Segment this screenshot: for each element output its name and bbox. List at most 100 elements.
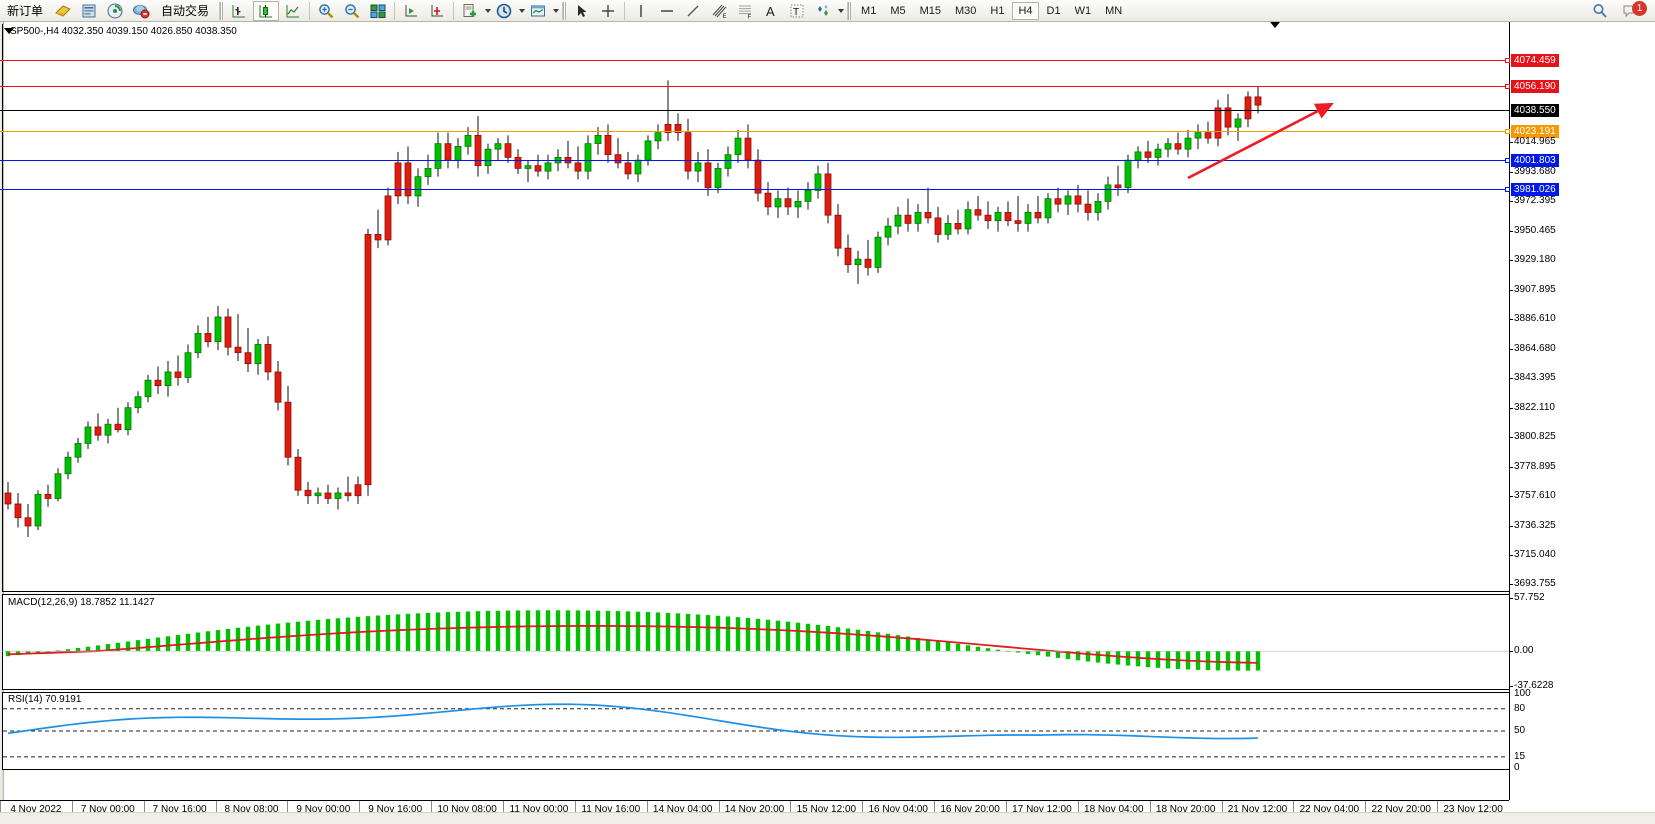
zoom-in-icon[interactable] (314, 1, 338, 21)
indicators-icon[interactable] (458, 1, 482, 21)
candle (1174, 132, 1182, 155)
level-handle[interactable] (1505, 58, 1510, 64)
trendline-icon[interactable] (681, 1, 705, 21)
price-tick (1510, 466, 1513, 468)
macd-tick-label: 57.752 (1514, 592, 1545, 604)
search-icon[interactable] (1588, 1, 1612, 21)
level-line-support-line-lower[interactable] (0, 186, 1510, 192)
horizontal-line-icon[interactable] (655, 1, 679, 21)
time-axis-label: 16 Nov 04:00 (868, 804, 928, 815)
new-order-button[interactable]: 新订单 (1, 1, 49, 21)
time-axis-divider (1149, 801, 1151, 812)
objects-icon[interactable] (811, 1, 835, 21)
level-line-resistance-line-upper[interactable] (0, 58, 1510, 64)
text-icon[interactable]: A (759, 1, 783, 21)
timeframe-mn[interactable]: MN (1105, 4, 1123, 17)
level-handle[interactable] (1505, 129, 1510, 134)
time-axis-divider (503, 801, 504, 812)
price-tick-label: 4014.965 (1514, 136, 1556, 148)
price-tick-label: 3736.325 (1514, 519, 1556, 531)
level-handle[interactable] (1505, 83, 1510, 89)
price-tick (1510, 525, 1513, 527)
time-axis-divider (287, 801, 289, 812)
candle (934, 206, 942, 243)
timeframe-m30[interactable]: M30 (955, 4, 977, 17)
candle (574, 146, 582, 180)
fibonacci-icon[interactable]: F (733, 1, 757, 21)
candle (684, 118, 692, 180)
crosshair-icon[interactable] (596, 1, 620, 21)
candle (974, 195, 982, 221)
timeframe-w1[interactable]: W1 (1074, 4, 1092, 17)
candle (804, 182, 812, 210)
candle (924, 187, 932, 224)
zoom-out-icon[interactable] (340, 1, 364, 21)
shift-end-icon[interactable] (399, 1, 423, 21)
toolbar-divider (309, 1, 311, 20)
notification-icon[interactable]: 1 (1622, 0, 1648, 21)
price-tick-label: 3950.465 (1514, 225, 1556, 237)
data-window-icon[interactable] (77, 1, 101, 21)
candlestick-icon[interactable] (253, 0, 280, 21)
timeframe-m15[interactable]: M15 (919, 4, 941, 17)
candle (1194, 124, 1202, 150)
candle (1094, 193, 1102, 221)
candle (54, 468, 62, 502)
candle (614, 138, 622, 169)
time-axis-label: 21 Nov 12:00 (1227, 804, 1288, 815)
chevron-down-icon[interactable] (838, 8, 845, 13)
price-tick (1510, 554, 1513, 556)
macd-title-label: MACD(12,26,9) 18.7852 11.1427 (8, 597, 155, 608)
candle (204, 316, 212, 348)
timeframe-h1[interactable]: H1 (990, 4, 1005, 17)
chevron-down-icon[interactable] (485, 8, 492, 13)
level-handle[interactable] (1505, 158, 1510, 164)
period-icon[interactable] (492, 1, 516, 21)
candle (1114, 165, 1122, 196)
equidistant-channel-icon[interactable]: E (707, 1, 731, 21)
toolbar-separator (219, 1, 224, 20)
autotrading-icon[interactable] (129, 1, 153, 21)
price-chip-support-line-lower: 3981.026 (1511, 182, 1559, 196)
candle (1004, 201, 1012, 227)
bar-chart-icon[interactable] (227, 1, 251, 21)
chevron-down-icon[interactable] (553, 8, 560, 13)
level-line-support-line-upper[interactable] (0, 158, 1510, 164)
candle (24, 503, 32, 537)
time-axis-divider (1077, 801, 1079, 812)
candle (374, 209, 382, 249)
autotrading-button[interactable]: 自动交易 (155, 1, 215, 21)
level-line-resistance-line-lower[interactable] (0, 83, 1510, 89)
book-icon[interactable] (51, 1, 75, 21)
vertical-line-icon[interactable] (629, 1, 653, 21)
price-tick (1510, 584, 1513, 586)
candle (344, 476, 352, 502)
level-handle[interactable] (1505, 186, 1510, 192)
timeframe-h4[interactable]: H4 (1012, 1, 1039, 20)
text-label-icon[interactable]: T (785, 1, 809, 21)
svg-text:A: A (766, 4, 775, 19)
candle (534, 154, 542, 177)
level-line-pivot-line[interactable] (0, 129, 1510, 134)
time-axis-divider (934, 801, 936, 812)
time-axis-divider (646, 801, 648, 812)
candle (1254, 85, 1262, 114)
tile-windows-icon[interactable] (366, 1, 390, 21)
templates-icon[interactable] (526, 1, 550, 21)
timeframe-d1[interactable]: D1 (1046, 4, 1061, 17)
price-tick-label: 3864.680 (1514, 343, 1556, 354)
timeframe-m5[interactable]: M5 (890, 4, 906, 17)
candle (1134, 146, 1142, 169)
time-axis-label: 22 Nov 20:00 (1371, 804, 1431, 815)
chart-collapse-marker[interactable] (4, 28, 14, 34)
navigator-icon[interactable] (103, 1, 127, 21)
chevron-down-icon[interactable] (519, 8, 526, 13)
horizontal-scrollbar[interactable] (0, 812, 1655, 824)
auto-scroll-icon[interactable] (425, 1, 449, 21)
candle (104, 418, 112, 444)
line-chart-icon[interactable] (281, 1, 305, 21)
chart-area[interactable]: SP500-,H4 4032.350 4039.150 4026.850 403… (0, 22, 1655, 824)
rsi-tick-label: 0 (1514, 762, 1520, 773)
timeframe-m1[interactable]: M1 (861, 4, 877, 17)
cursor-icon[interactable] (570, 1, 594, 21)
